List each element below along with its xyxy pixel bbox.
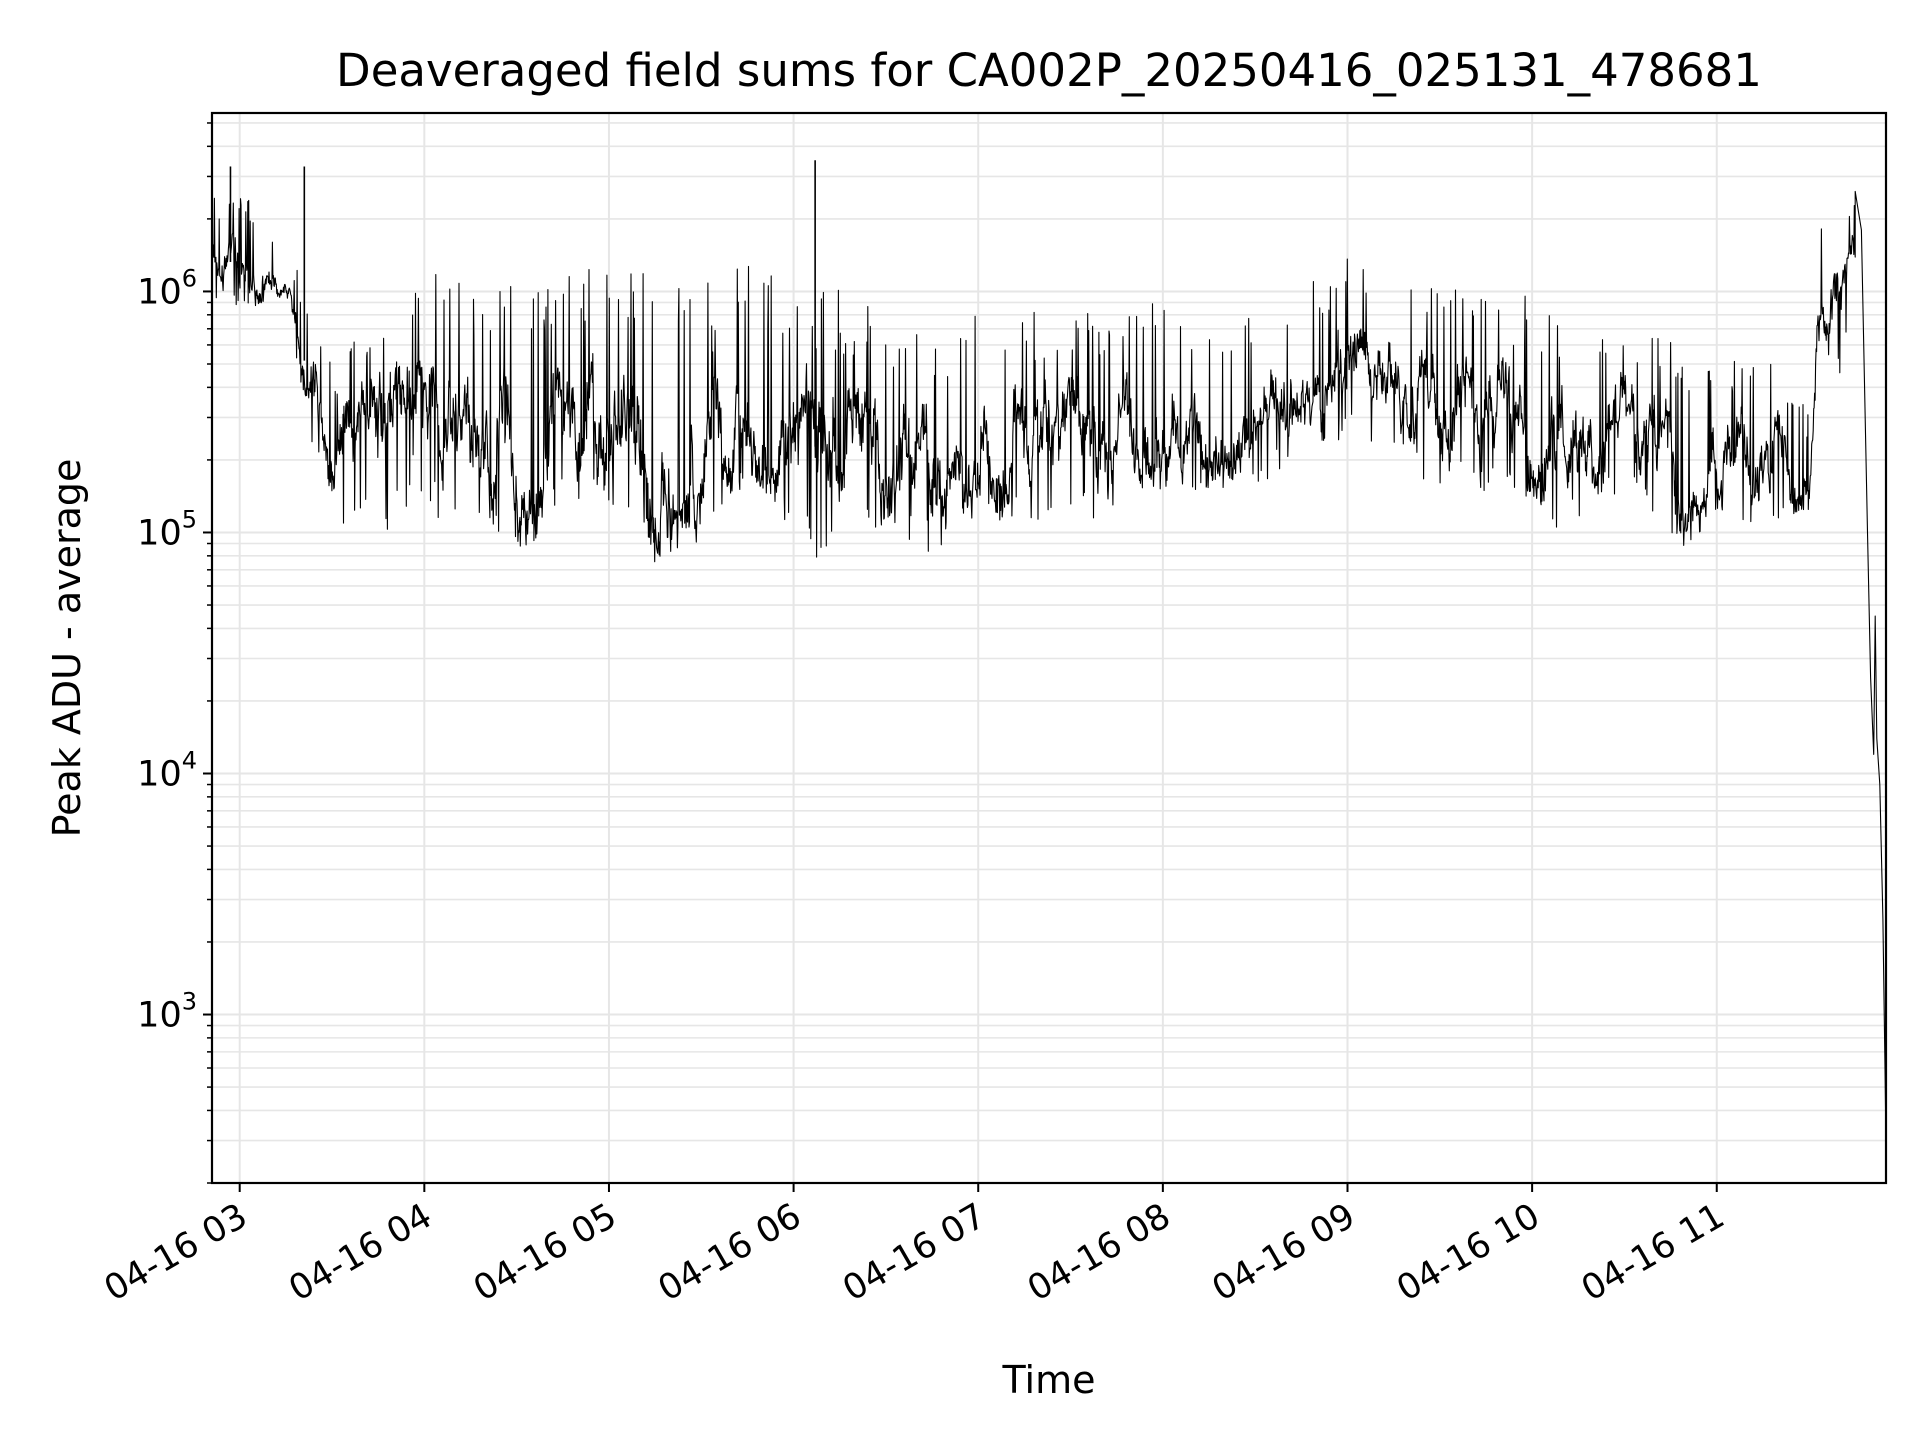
- x-axis-label: Time: [1002, 1358, 1096, 1402]
- x-tick-label: 04-16 10: [1390, 1196, 1546, 1309]
- y-tick-label: 105: [137, 505, 197, 553]
- y-tick-exponent: 6: [182, 264, 197, 292]
- spike-lines: [229, 160, 816, 447]
- y-tick-label: 103: [137, 988, 197, 1036]
- x-tick-label: 04-16 08: [1021, 1196, 1177, 1309]
- x-tick-label: 04-16 03: [98, 1196, 254, 1309]
- y-tick-label: 104: [137, 747, 197, 795]
- y-tick-base: 10: [137, 996, 182, 1036]
- series-line: [211, 190, 1887, 1141]
- plot-area: [210, 111, 1888, 1185]
- y-tick-exponent: 4: [182, 747, 197, 775]
- x-axis: 04-16 03 04-16 04 04-16 05 04-16 06 04-16 07…: [98, 1183, 1731, 1309]
- y-tick-base: 10: [137, 272, 182, 312]
- x-tick-label: 04-16 04: [283, 1196, 439, 1309]
- major-grid: [212, 113, 1886, 1183]
- y-axis-label: Peak ADU - average: [45, 459, 89, 838]
- y-tick-exponent: 5: [182, 505, 197, 533]
- x-tick-label: 04-16 11: [1575, 1196, 1731, 1309]
- y-tick-base: 10: [137, 513, 182, 553]
- x-tick-label: 04-16 07: [836, 1196, 992, 1309]
- y-tick-base: 10: [137, 755, 182, 795]
- x-tick-label: 04-16 05: [467, 1196, 623, 1309]
- y-tick-label: 106: [137, 264, 197, 312]
- minor-grid: [212, 122, 1886, 1184]
- y-tick-exponent: 3: [182, 988, 197, 1016]
- x-tick-label: 04-16 06: [652, 1196, 808, 1309]
- chart-title: Deaveraged field sums for CA002P_2025041…: [336, 44, 1762, 97]
- x-tick-label: 04-16 09: [1206, 1196, 1362, 1309]
